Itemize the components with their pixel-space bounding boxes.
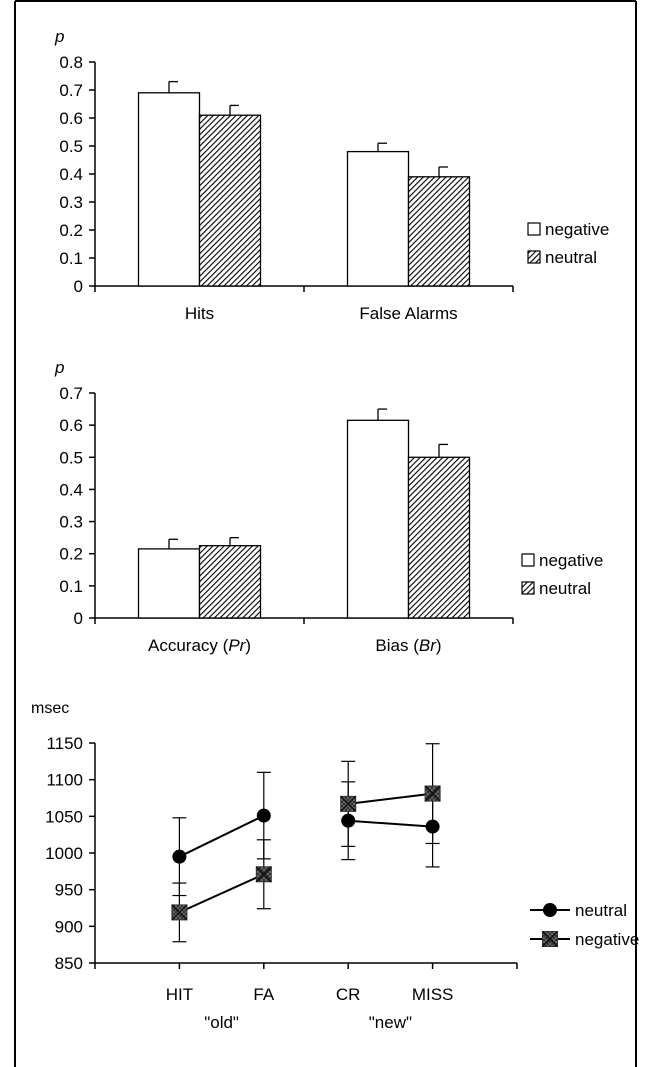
legend-label-negative: negative: [545, 220, 609, 239]
point-neutral: [256, 808, 271, 823]
legend-label-negative: negative: [539, 551, 603, 570]
y-tick-label: 0.3: [59, 513, 83, 532]
series-line-negative: [348, 792, 433, 805]
x-category-label-end: ): [436, 636, 442, 655]
x-category-label-italic: Br: [419, 636, 437, 655]
y-tick-label: 1100: [46, 771, 83, 790]
legend-label-neutral: neutral: [575, 901, 627, 920]
x-group-label: "new": [369, 1013, 412, 1032]
x-category-label: HIT: [166, 985, 193, 1004]
y-tick-label: 850: [55, 954, 83, 973]
x-category-label-text: Bias (: [375, 636, 419, 655]
x-category-label-text: Accuracy (: [148, 636, 229, 655]
legend-swatch-neutral: [521, 581, 535, 595]
y-tick-label: 0.7: [59, 384, 83, 403]
legend-marker-neutral: [543, 903, 557, 917]
y-tick-label: 950: [55, 881, 83, 900]
y-tick-label: 0.1: [59, 577, 83, 596]
y-axis-label: p: [54, 358, 64, 377]
bar-neutral: [198, 114, 262, 287]
bar-negative: [137, 548, 201, 619]
y-tick-label: 1150: [46, 734, 83, 753]
y-tick-label: 0.6: [59, 109, 83, 128]
y-axis-label: p: [54, 27, 64, 46]
x-category-label-italic: Pr: [228, 636, 246, 655]
y-axis-label: msec: [31, 700, 69, 717]
y-tick-label: 0.5: [59, 448, 83, 467]
point-negative-cross: [424, 785, 441, 802]
x-category-label: Hits: [185, 304, 214, 323]
y-tick-label: 900: [55, 917, 83, 936]
y-tick-label: 0.8: [59, 53, 83, 72]
x-category-label: Bias (Br): [375, 636, 441, 655]
y-tick-label: 0.4: [59, 165, 83, 184]
x-category-label: FA: [253, 985, 274, 1004]
bar-negative: [346, 150, 410, 287]
bar-neutral: [407, 456, 471, 619]
x-category-label: CR: [336, 985, 361, 1004]
y-tick-label: 0.3: [59, 193, 83, 212]
series-line-neutral: [178, 814, 265, 858]
y-tick-label: 1050: [45, 807, 83, 826]
y-tick-label: 0: [74, 609, 83, 628]
bar-negative: [346, 419, 410, 619]
point-neutral: [172, 849, 187, 864]
x-category-label: Accuracy (Pr): [148, 636, 251, 655]
y-tick-label: 0.1: [59, 249, 83, 268]
legend-swatch-neutral: [527, 250, 541, 264]
point-neutral: [425, 819, 440, 834]
series-line-negative: [178, 873, 265, 914]
bar-neutral: [198, 545, 262, 619]
bar-chart-hits-false-alarms: 0 0.1 0.2 0.3 0.4 0.5 0.6 0.7 0.8 p Hits False Alar…: [54, 27, 609, 323]
x-category-label: False Alarms: [359, 304, 457, 323]
legend-swatch-negative: [527, 222, 541, 236]
y-tick-label: 0.2: [59, 545, 83, 564]
x-group-label: "old": [204, 1013, 239, 1032]
line-chart-response-times: 850 900 950 1000 1050 1100 1150 msec HIT FA CR MISS…: [31, 700, 639, 1032]
bar-neutral: [407, 176, 471, 287]
point-negative-cross: [171, 904, 188, 921]
y-tick-label: 0: [74, 277, 83, 296]
legend-label-negative: negative: [575, 930, 639, 949]
y-tick-label: 0.5: [59, 137, 83, 156]
x-category-label-end: ): [245, 636, 251, 655]
legend-label-neutral: neutral: [545, 248, 597, 267]
point-negative-cross: [255, 866, 272, 883]
legend-marker-negative-cross: [541, 930, 559, 948]
point-negative-cross: [340, 795, 357, 812]
series-line-neutral: [348, 819, 433, 828]
x-category-label: MISS: [412, 985, 454, 1004]
y-tick-label: 0.2: [59, 221, 83, 240]
legend-label-neutral: neutral: [539, 579, 591, 598]
bar-negative: [137, 92, 201, 287]
point-neutral: [341, 813, 356, 828]
y-tick-label: 1000: [45, 844, 83, 863]
y-tick-label: 0.6: [59, 416, 83, 435]
legend-swatch-negative: [521, 553, 535, 567]
y-tick-label: 0.7: [59, 81, 83, 100]
y-tick-label: 0.4: [59, 480, 83, 499]
